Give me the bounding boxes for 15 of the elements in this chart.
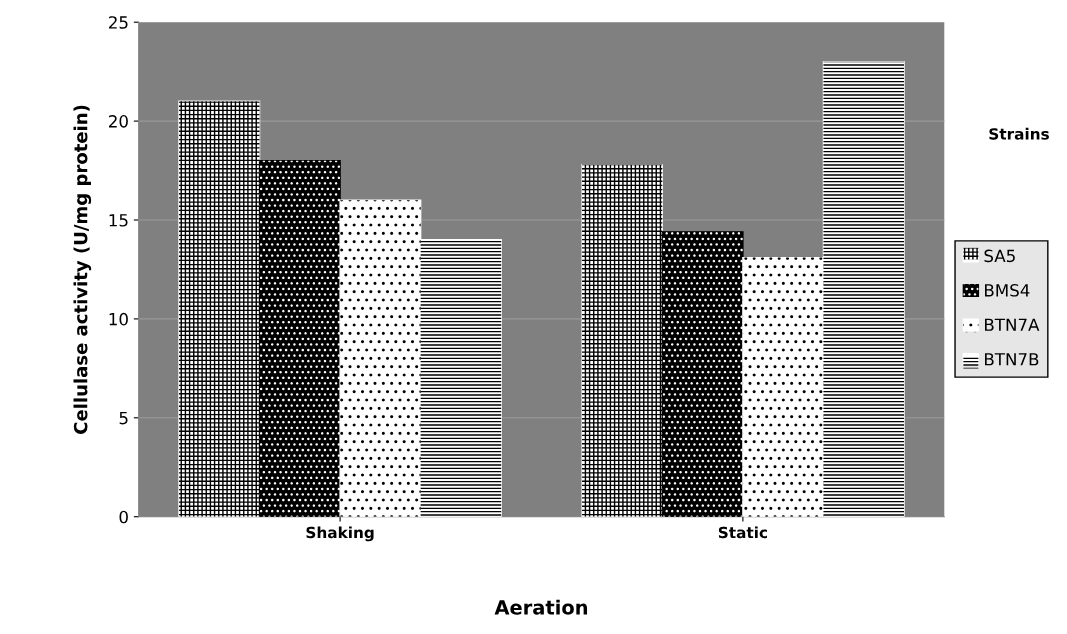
legend-label: BMS4 bbox=[985, 284, 1030, 297]
y-tick-label: 15 bbox=[109, 214, 128, 227]
y-tick-label: 20 bbox=[109, 115, 128, 128]
legend-label: BTN7B bbox=[985, 353, 1039, 366]
y-axis-title: Cellulase activity (U/mg protein) bbox=[73, 105, 92, 434]
y-tick-label: 0 bbox=[119, 510, 128, 524]
legend-label: SA5 bbox=[984, 249, 1015, 263]
x-tick-label: Shaking bbox=[306, 526, 374, 542]
legend-title: Strains bbox=[989, 127, 1049, 140]
x-axis-title: Aeration bbox=[494, 599, 588, 615]
y-tick-label: 5 bbox=[119, 411, 128, 425]
legend-label: BTN7A bbox=[985, 318, 1040, 331]
x-tick-label: Static bbox=[718, 526, 767, 539]
y-tick-label: 25 bbox=[109, 16, 128, 29]
y-tick-label: 10 bbox=[109, 312, 128, 326]
